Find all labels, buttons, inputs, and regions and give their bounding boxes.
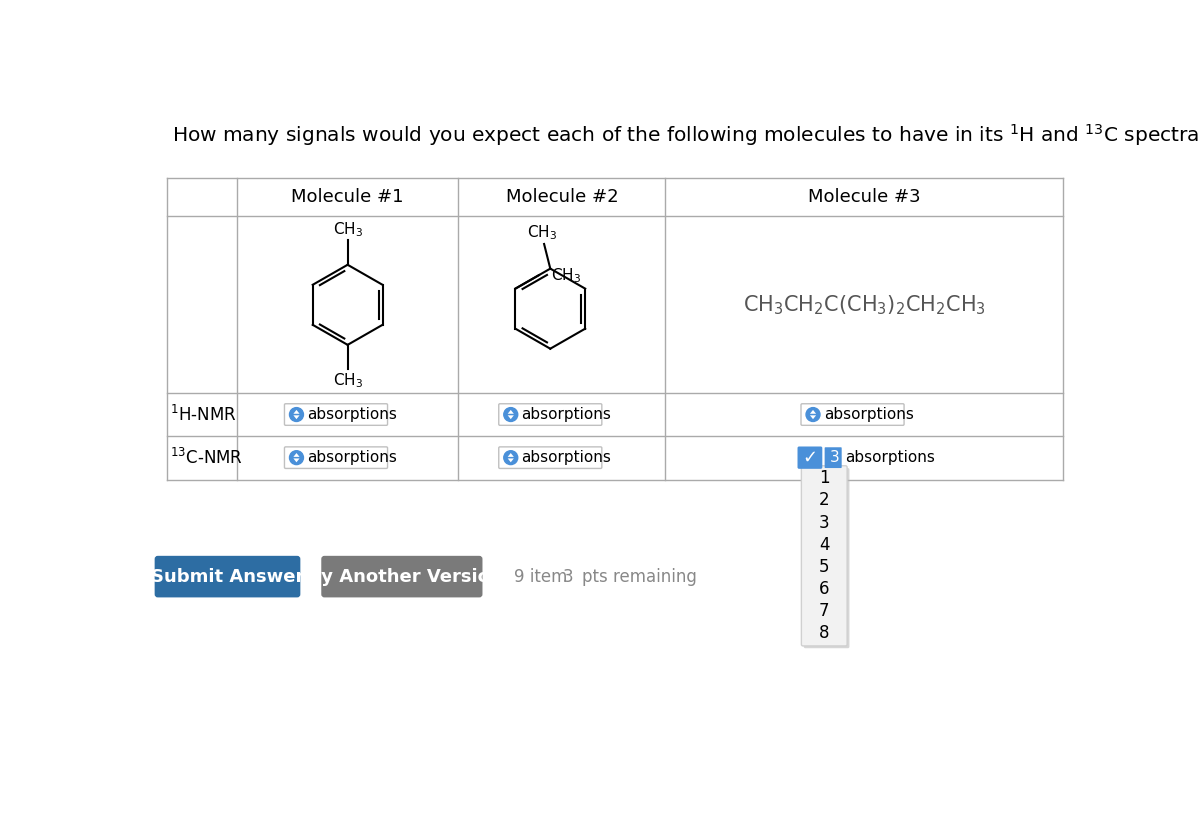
Text: Try Another Version: Try Another Version xyxy=(301,567,502,585)
Text: $^{13}$C-NMR: $^{13}$C-NMR xyxy=(170,448,244,468)
FancyBboxPatch shape xyxy=(824,447,841,468)
Text: 1: 1 xyxy=(818,470,829,488)
Text: pts remaining: pts remaining xyxy=(582,567,697,585)
Text: 3: 3 xyxy=(563,567,574,585)
Circle shape xyxy=(806,408,820,422)
Polygon shape xyxy=(508,453,514,457)
Circle shape xyxy=(504,408,517,422)
Text: 5: 5 xyxy=(818,558,829,575)
Text: CH$_3$: CH$_3$ xyxy=(528,224,558,243)
Text: CH$_3$: CH$_3$ xyxy=(332,220,362,239)
FancyBboxPatch shape xyxy=(499,447,602,468)
Text: CH$_3$: CH$_3$ xyxy=(332,371,362,390)
FancyBboxPatch shape xyxy=(804,468,850,648)
Text: absorptions: absorptions xyxy=(824,407,913,422)
Polygon shape xyxy=(508,458,514,462)
Text: 7: 7 xyxy=(818,602,829,620)
Text: $^{1}$H-NMR: $^{1}$H-NMR xyxy=(170,405,236,425)
Polygon shape xyxy=(810,415,816,419)
FancyBboxPatch shape xyxy=(284,447,388,468)
FancyBboxPatch shape xyxy=(802,466,847,646)
Polygon shape xyxy=(293,410,300,414)
Text: absorptions: absorptions xyxy=(845,450,935,465)
Circle shape xyxy=(289,408,304,422)
Text: How many signals would you expect each of the following molecules to have in its: How many signals would you expect each o… xyxy=(172,122,1200,148)
Text: CH$_3$: CH$_3$ xyxy=(551,266,582,285)
Text: absorptions: absorptions xyxy=(307,450,397,465)
Circle shape xyxy=(289,451,304,465)
Text: 6: 6 xyxy=(818,580,829,598)
FancyBboxPatch shape xyxy=(155,556,300,597)
Text: ✓: ✓ xyxy=(803,449,817,466)
Polygon shape xyxy=(508,410,514,414)
Text: 3: 3 xyxy=(830,450,840,465)
Polygon shape xyxy=(293,453,300,457)
Text: Molecule #1: Molecule #1 xyxy=(292,188,404,206)
FancyBboxPatch shape xyxy=(802,404,904,425)
Text: Submit Answer: Submit Answer xyxy=(151,567,304,585)
Text: 3: 3 xyxy=(818,514,829,532)
Text: absorptions: absorptions xyxy=(522,407,612,422)
Text: 4: 4 xyxy=(818,536,829,554)
Text: 8: 8 xyxy=(818,624,829,642)
Text: Molecule #3: Molecule #3 xyxy=(808,188,920,206)
Text: 2: 2 xyxy=(818,492,829,510)
Text: 9 item: 9 item xyxy=(515,567,568,585)
Text: absorptions: absorptions xyxy=(307,407,397,422)
Text: absorptions: absorptions xyxy=(522,450,612,465)
Text: Molecule #2: Molecule #2 xyxy=(505,188,618,206)
Polygon shape xyxy=(293,415,300,419)
Text: CH$_3$CH$_2$C(CH$_3$)$_2$CH$_2$CH$_3$: CH$_3$CH$_2$C(CH$_3$)$_2$CH$_2$CH$_3$ xyxy=(743,293,985,317)
Polygon shape xyxy=(293,458,300,462)
Polygon shape xyxy=(508,415,514,419)
FancyBboxPatch shape xyxy=(499,404,602,425)
FancyBboxPatch shape xyxy=(284,404,388,425)
Circle shape xyxy=(504,451,517,465)
FancyBboxPatch shape xyxy=(798,447,822,469)
Polygon shape xyxy=(810,410,816,414)
FancyBboxPatch shape xyxy=(322,556,482,597)
